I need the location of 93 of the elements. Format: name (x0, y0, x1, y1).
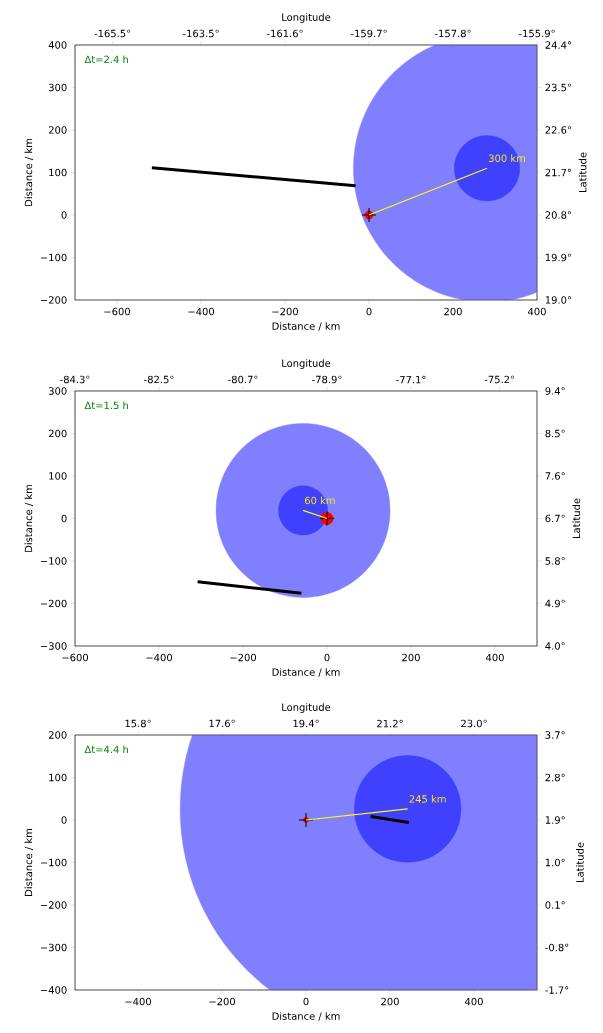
x2-tick-label: -84.3° (60, 375, 90, 384)
y-axis-title: Distance / km (24, 484, 34, 552)
x2-axis-title: Longitude (282, 703, 331, 713)
x-tick-label: 0 (303, 997, 309, 1006)
x-tick-label: −400 (146, 653, 173, 662)
x2-tick-label: -82.5° (144, 375, 174, 384)
y2-tick-label: 21.7° (545, 168, 571, 177)
x2-tick-label: -161.6° (266, 29, 303, 38)
y2-tick-label: 23.5° (545, 83, 571, 92)
y2-tick-label: 9.4° (545, 387, 565, 395)
y2-tick-label: 2.8° (545, 773, 565, 782)
y2-tick-label: -1.7° (545, 986, 569, 994)
x-tick-label: 400 (464, 997, 483, 1006)
x-axis-title: Distance / km (272, 1012, 340, 1021)
y-tick-label: 0 (61, 514, 67, 523)
x2-tick-label: -159.7° (350, 29, 387, 38)
annotation: 300 km (488, 154, 526, 163)
x-tick-label: −200 (209, 997, 236, 1006)
y-tick-label: −300 (40, 642, 67, 650)
x2-tick-label: -80.7° (228, 375, 258, 384)
x2-tick-label: 21.2° (377, 719, 403, 728)
y2-tick-label: 20.8° (545, 211, 571, 219)
y-axis-title: Distance / km (24, 828, 34, 896)
x2-tick-label: -75.2° (484, 375, 515, 384)
y-tick-label: 200 (48, 429, 67, 438)
annotation: Δt=4.4 h (84, 745, 128, 753)
x-axis-title: Distance / km (272, 322, 340, 331)
y2-tick-label: 6.7° (545, 514, 565, 523)
x2-tick-label: -163.5° (182, 29, 219, 38)
x-tick-label: 200 (402, 653, 420, 662)
y2-axis-title: Latitude (578, 152, 587, 193)
x2-tick-label: -78.9° (312, 375, 342, 384)
x2-tick-label: 23.0° (461, 719, 487, 728)
x2-tick-label: -155.9° (518, 29, 555, 38)
y2-tick-label: 4.0° (545, 642, 565, 650)
x-tick-label: −200 (272, 307, 299, 316)
y2-axis-title: Latitude (576, 842, 584, 883)
y-tick-label: −400 (40, 986, 67, 994)
x-tick-label: 0 (324, 653, 330, 662)
x2-tick-label: -165.5° (94, 29, 131, 38)
x-tick-label: 400 (527, 307, 546, 316)
x2-tick-label: 15.8° (125, 719, 151, 728)
y-tick-label: 0 (61, 211, 67, 219)
x-tick-label: −200 (230, 653, 257, 662)
y-tick-label: 300 (48, 387, 67, 395)
y2-tick-label: 19.9° (545, 253, 571, 262)
y2-tick-label: 1.0° (545, 858, 565, 867)
y-tick-label: −100 (40, 858, 67, 867)
y-tick-label: −200 (40, 296, 67, 304)
x-tick-label: −600 (104, 307, 131, 316)
y-tick-label: −200 (40, 901, 67, 909)
y-tick-label: 200 (48, 126, 67, 134)
y-tick-label: −100 (40, 557, 67, 565)
x-tick-label: 0 (366, 307, 372, 316)
x2-tick-label: 19.4° (293, 719, 319, 728)
x-axis-title: Distance / km (272, 668, 340, 677)
x-tick-label: 200 (444, 307, 462, 316)
y-tick-label: 100 (49, 472, 67, 480)
x2-tick-label: 17.6° (209, 719, 235, 728)
y2-tick-label: 24.4° (545, 41, 571, 49)
y-tick-label: −300 (40, 943, 67, 952)
x2-tick-label: -157.8° (434, 29, 471, 38)
annotation: Δt=1.5 h (84, 401, 128, 410)
x-tick-label: −600 (62, 653, 89, 662)
y2-tick-label: -0.8° (545, 943, 569, 952)
y-tick-label: −100 (40, 253, 67, 262)
y2-tick-label: 4.9° (545, 599, 565, 608)
y-tick-label: 100 (49, 773, 67, 782)
annotation: 60 km (304, 496, 335, 505)
y2-tick-label: 3.7° (545, 731, 565, 739)
y2-tick-label: 0.1° (545, 901, 565, 909)
x-tick-label: −400 (188, 307, 215, 316)
y2-tick-label: 19.0° (545, 296, 571, 304)
x2-tick-label: -77.1° (396, 375, 426, 384)
y2-tick-label: 1.9° (545, 816, 565, 824)
y-tick-label: 200 (48, 731, 67, 739)
y-tick-label: 400 (48, 41, 67, 49)
x2-axis-title: Longitude (282, 359, 331, 369)
x-tick-label: 200 (381, 997, 399, 1006)
y-tick-label: 0 (61, 816, 67, 824)
y-tick-label: −200 (40, 599, 67, 608)
y2-tick-label: 7.6° (545, 472, 565, 480)
y-tick-label: 100 (49, 168, 67, 177)
y-tick-label: 300 (48, 83, 67, 92)
y2-tick-label: 22.6° (545, 126, 571, 134)
y2-axis-title: Latitude (572, 498, 581, 539)
x-tick-label: −400 (125, 997, 152, 1006)
annotation: Δt=2.4 h (84, 55, 128, 63)
y2-tick-label: 8.5° (545, 429, 565, 438)
y2-tick-label: 5.8° (545, 557, 565, 565)
y-axis-title: Distance / km (24, 138, 34, 206)
x-tick-label: 400 (485, 653, 504, 662)
x2-axis-title: Longitude (282, 13, 331, 23)
